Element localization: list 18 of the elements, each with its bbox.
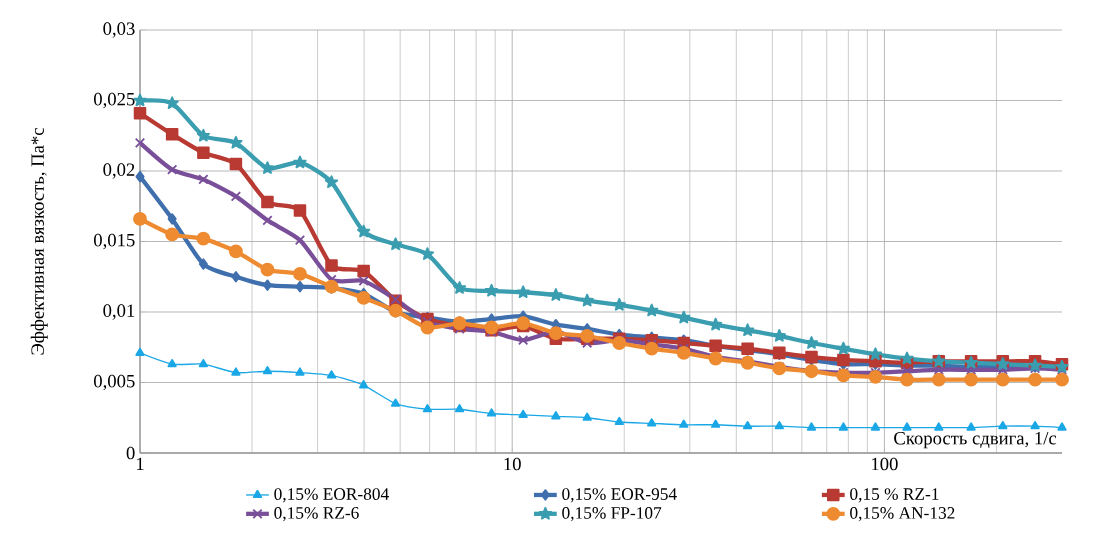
y-tick-label: 0,02 [103, 163, 135, 179]
x-tick-label: 10 [504, 457, 521, 471]
y-tick-label: 0 [126, 446, 135, 460]
y-tick-label: 0,005 [94, 374, 135, 391]
legend-label: 0,15 % RZ-1 [850, 488, 939, 503]
legend-label: 0,15% EOR-954 [562, 488, 677, 503]
x-tick-label: 1 [136, 457, 144, 471]
y-tick-label: 0,03 [103, 22, 135, 38]
y-tick-label: 0,01 [103, 304, 135, 320]
legend-label: 0,15% FP-107 [562, 507, 662, 522]
legend-label: 0,15% EOR-804 [274, 488, 389, 503]
y-axis-title: Эффективная вязкость, Па*с [30, 128, 48, 355]
x-axis-title: Скорость сдвига, 1/с [894, 431, 1057, 449]
x-tick-label: 100 [872, 457, 898, 471]
legend-label: 0,15% RZ-6 [274, 507, 359, 522]
y-tick-label: 0,025 [94, 92, 135, 109]
y-tick-label: 0,015 [94, 233, 135, 250]
legend-label: 0,15% AN-132 [850, 507, 955, 522]
